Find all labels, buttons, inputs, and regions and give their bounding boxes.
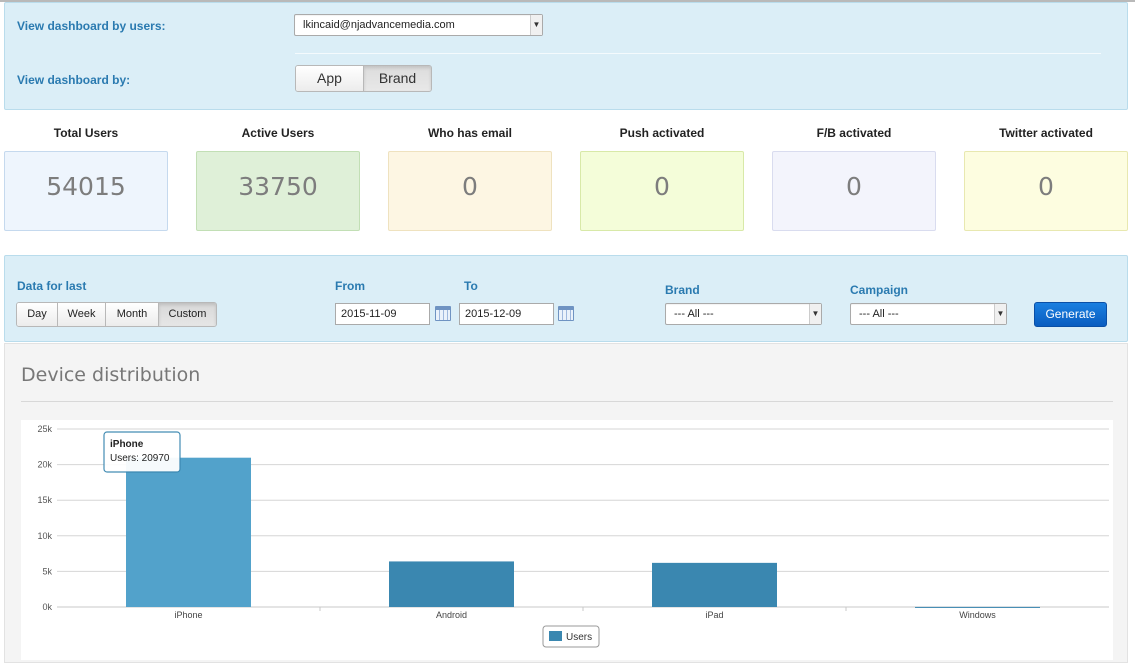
bar-ipad (652, 562, 777, 607)
to-date-input[interactable]: 2015-12-09 (459, 303, 554, 325)
stat-title-has-email: Who has email (427, 126, 513, 140)
chevron-down-icon: ▼ (809, 304, 821, 324)
calendar-icon[interactable] (435, 306, 451, 321)
tooltip-box (103, 431, 181, 473)
view-by-brand-button[interactable]: Brand (363, 66, 431, 91)
stat-title-push-activated: Push activated (619, 126, 705, 140)
stat-value-has-email: 0 (388, 151, 552, 231)
legend-label: Users (566, 632, 592, 643)
legend-swatch (549, 631, 562, 641)
data-filter-panel: Data for last Day Week Month Custom From… (4, 255, 1128, 342)
view-by-app-button[interactable]: App (296, 66, 363, 91)
x-tick-label: Android (436, 610, 467, 620)
users-select[interactable]: lkincaid@njadvancemedia.com ▼ (294, 14, 543, 36)
device-distribution-panel: Device distribution 0k 5k 10k 15k 20k 25k iPho… (4, 343, 1128, 663)
to-label: To (464, 279, 478, 293)
stat-title-active-users: Active Users (241, 126, 315, 140)
from-label: From (335, 279, 365, 293)
x-tick-label: Windows (959, 610, 996, 620)
dashboard-filter-panel: View dashboard by users: lkincaid@njadva… (4, 2, 1128, 110)
campaign-select[interactable]: --- All --- ▼ (850, 303, 1007, 325)
users-filter-label: View dashboard by users: (17, 19, 166, 33)
y-tick-label: 0k (42, 602, 52, 612)
generate-button[interactable]: Generate (1034, 302, 1107, 327)
stat-title-fb-activated: F/B activated (816, 126, 892, 140)
filter-divider (295, 53, 1101, 54)
range-month-button[interactable]: Month (105, 303, 158, 326)
device-bar-chart: 0k 5k 10k 15k 20k 25k iPhone iPhone Users: 20970… (37, 424, 1109, 648)
stat-value-fb-activated: 0 (772, 151, 936, 231)
users-select-value: lkincaid@njadvancemedia.com (303, 19, 455, 31)
from-date-input[interactable]: 2015-11-09 (335, 303, 430, 325)
campaign-label: Campaign (850, 283, 909, 297)
chevron-down-icon: ▼ (530, 15, 542, 35)
bar-android (389, 561, 514, 607)
view-by-label: View dashboard by: (17, 73, 131, 87)
stat-value-push-activated: 0 (580, 151, 744, 231)
chart-title: Device distribution (21, 364, 201, 386)
y-tick-label: 15k (37, 495, 52, 505)
tooltip-category: iPhone (110, 439, 144, 450)
y-tick-label: 10k (37, 531, 52, 541)
y-tick-label: 5k (42, 566, 52, 576)
bar-windows (915, 606, 1040, 608)
chevron-down-icon: ▼ (994, 304, 1006, 324)
brand-label: Brand (665, 283, 700, 297)
range-toggle: Day Week Month Custom (16, 302, 217, 327)
campaign-select-value: --- All --- (859, 308, 899, 320)
x-tick-label: iPad (705, 610, 723, 620)
brand-select-value: --- All --- (674, 308, 714, 320)
y-tick-label: 25k (37, 424, 52, 434)
stat-title-twitter-activated: Twitter activated (999, 126, 1093, 140)
brand-select[interactable]: --- All --- ▼ (665, 303, 822, 325)
bar-iphone (126, 457, 251, 607)
y-tick-label: 20k (37, 460, 52, 470)
x-tick-label: iPhone (174, 610, 202, 620)
range-day-button[interactable]: Day (17, 303, 57, 326)
stat-title-total-users: Total Users (53, 126, 119, 140)
calendar-icon[interactable] (558, 306, 574, 321)
stat-value-twitter-activated: 0 (964, 151, 1128, 231)
stat-value-total-users: 54015 (4, 151, 168, 231)
range-custom-button[interactable]: Custom (158, 303, 216, 326)
stat-value-active-users: 33750 (196, 151, 360, 231)
tooltip-value: Users: 20970 (110, 453, 170, 464)
range-week-button[interactable]: Week (57, 303, 105, 326)
range-label: Data for last (17, 279, 87, 293)
view-by-toggle: App Brand (295, 65, 432, 92)
window-top-border (0, 0, 1135, 2)
chart-area: 0k 5k 10k 15k 20k 25k iPhone iPhone Users: 20970… (21, 420, 1113, 660)
chart-title-divider (21, 401, 1113, 402)
